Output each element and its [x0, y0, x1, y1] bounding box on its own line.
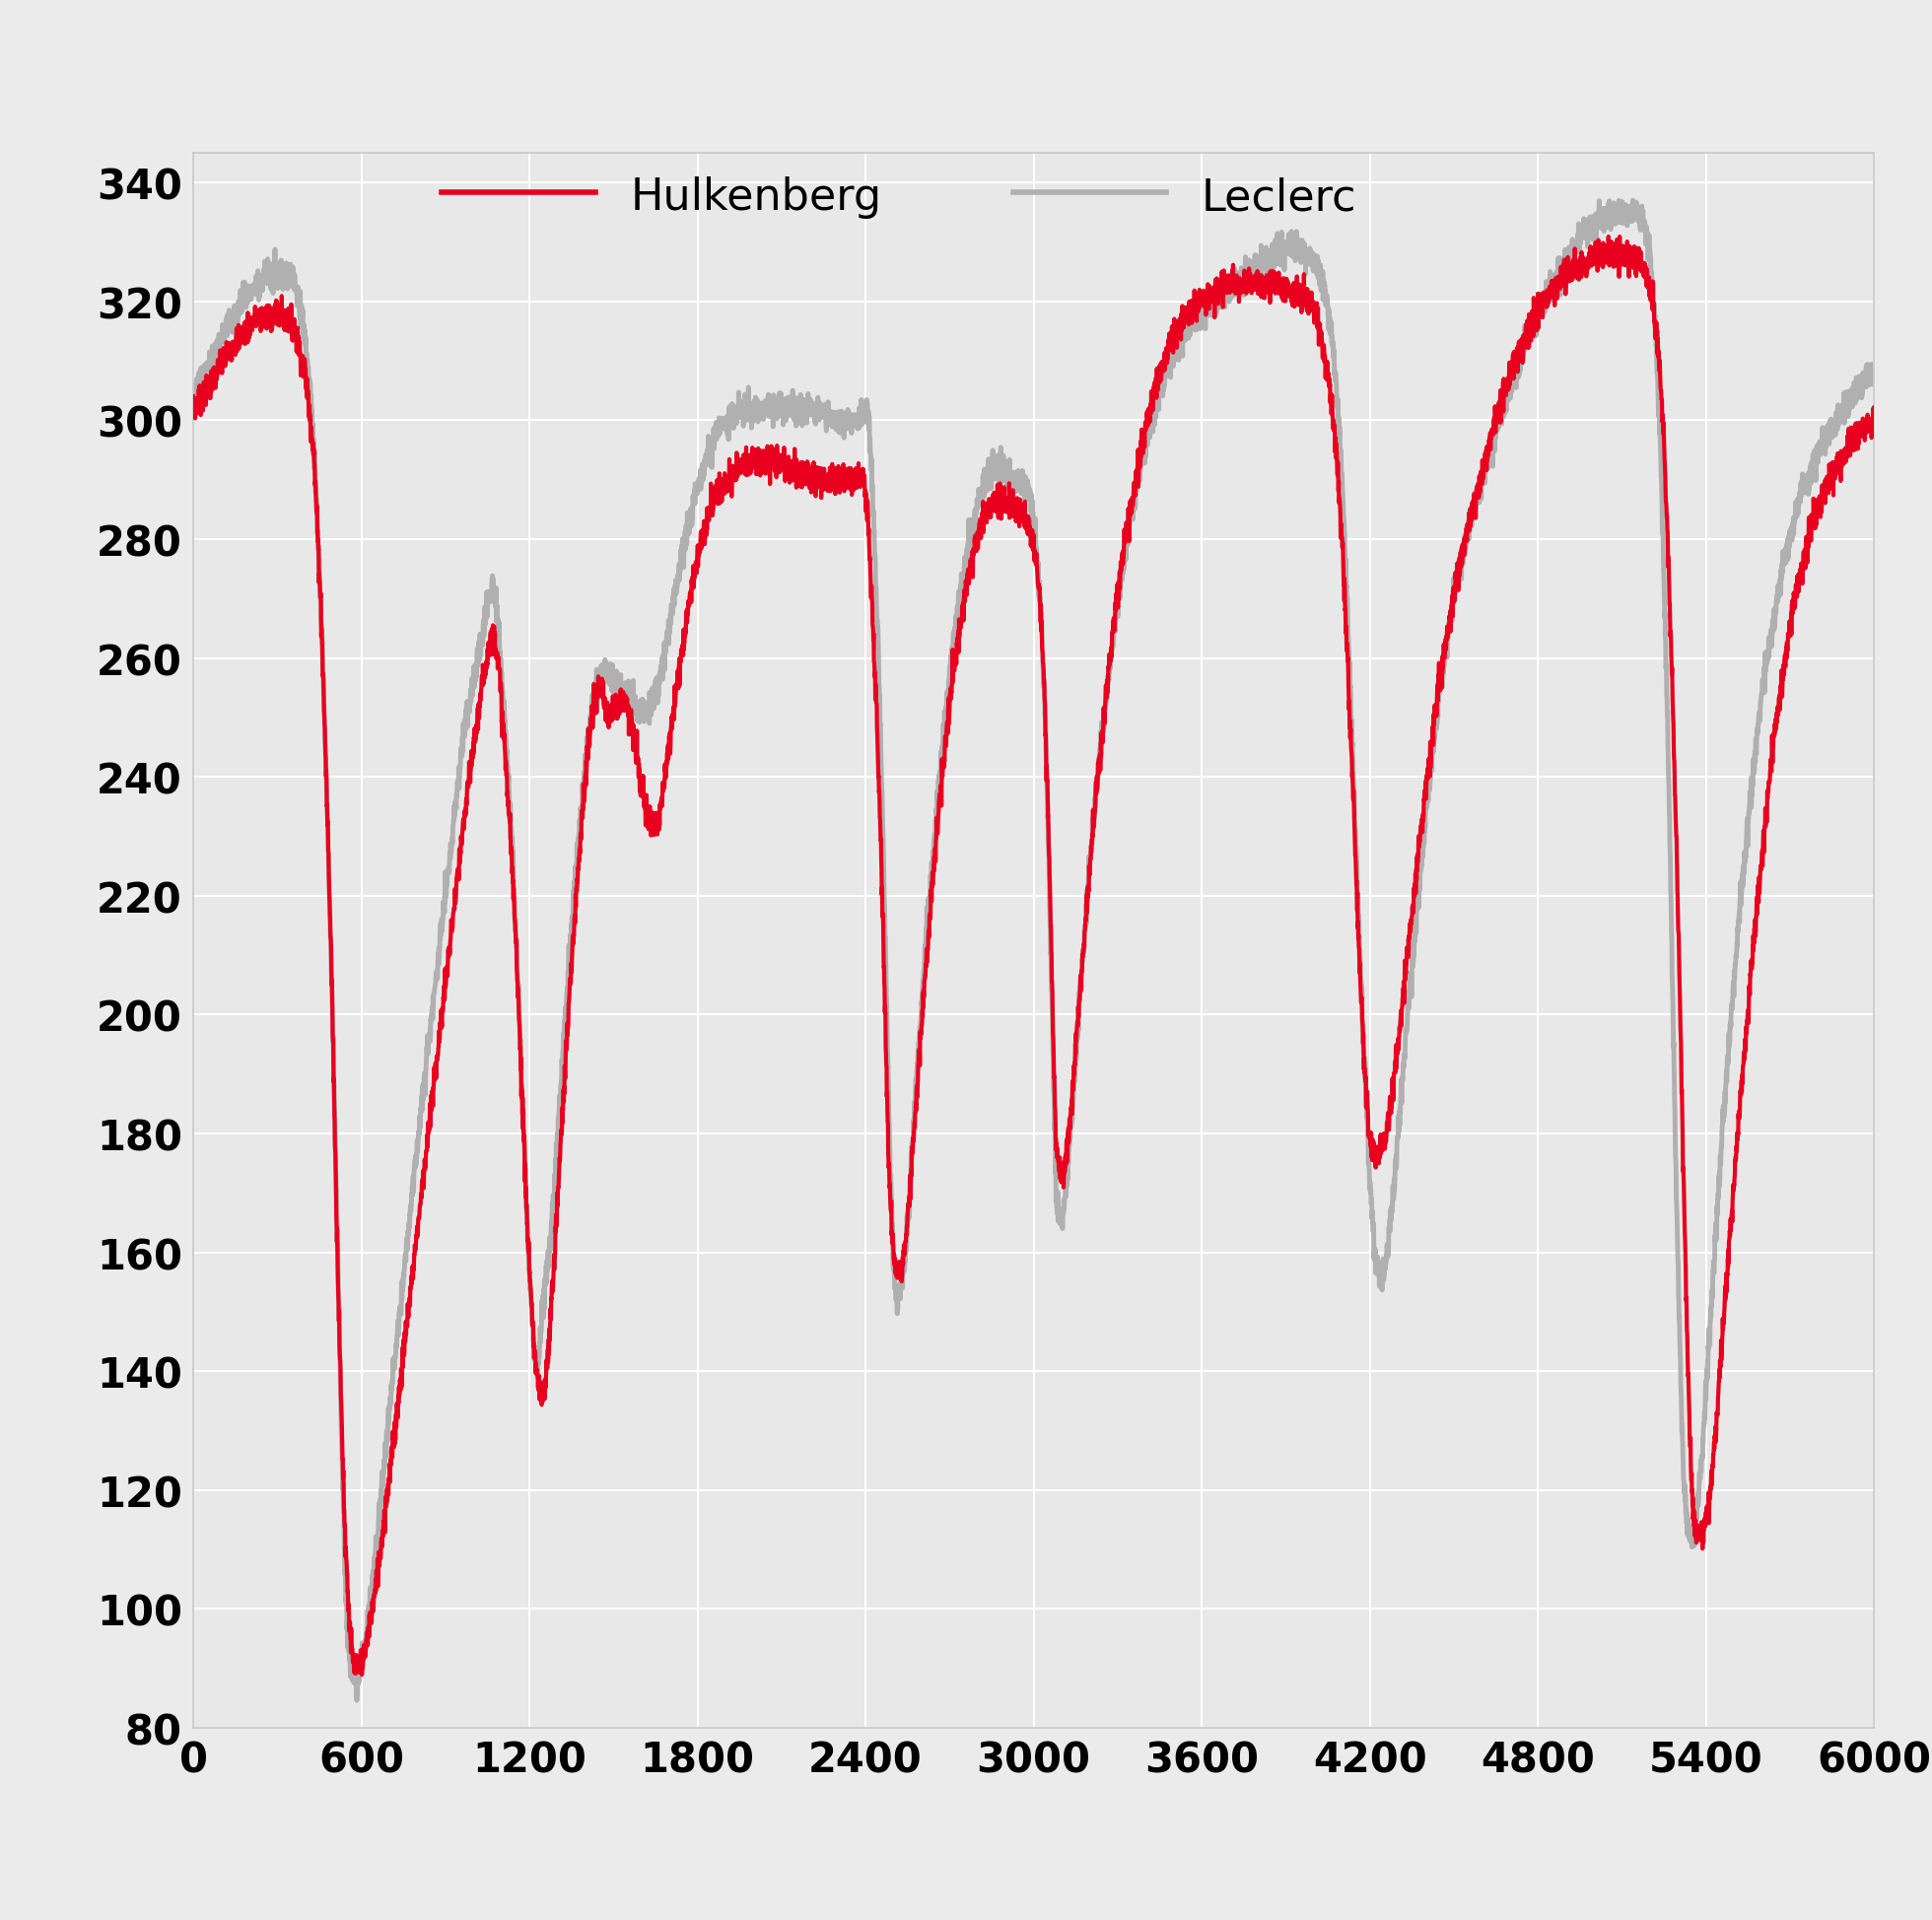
Leclerc — [580, 712, 603, 735]
Leclerc — [1839, 417, 1862, 440]
Hulkenberg — [1839, 388, 1862, 411]
Hulkenberg — [1445, 566, 1468, 589]
Hulkenberg — [943, 622, 966, 645]
Hulkenberg — [1621, 190, 1644, 213]
Line: Hulkenberg: Hulkenberg — [193, 202, 1874, 1701]
Hulkenberg — [580, 708, 603, 732]
Hulkenberg — [346, 1690, 369, 1713]
Leclerc — [1445, 576, 1468, 599]
Hulkenberg — [182, 394, 205, 417]
Leclerc — [1665, 889, 1689, 912]
Leclerc — [350, 1663, 373, 1686]
Leclerc — [182, 386, 205, 409]
Hulkenberg — [1862, 359, 1886, 382]
Line: Leclerc: Leclerc — [193, 238, 1874, 1674]
Hulkenberg — [1665, 1238, 1689, 1261]
Hulkenberg — [201, 342, 224, 365]
Leclerc — [1862, 417, 1886, 440]
Leclerc — [943, 653, 966, 676]
Leclerc — [1598, 227, 1621, 250]
Legend: Hulkenberg, Leclerc: Hulkenberg, Leclerc — [442, 175, 1356, 219]
Leclerc — [201, 359, 224, 382]
